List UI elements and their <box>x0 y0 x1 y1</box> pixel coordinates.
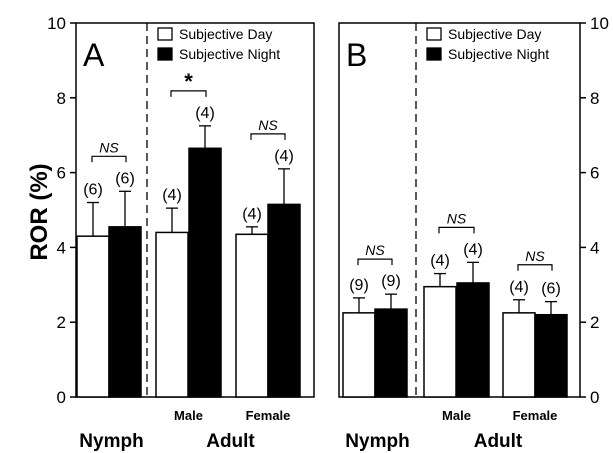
legend-night-swatch <box>426 47 442 61</box>
sample-size-label: (4) <box>463 241 483 258</box>
y-tick-label: 8 <box>590 89 599 108</box>
sample-size-label: (9) <box>349 277 369 294</box>
significance-bracket <box>357 258 393 266</box>
sample-size-label: (4) <box>274 148 294 165</box>
legend-night-label: Subjective Night <box>179 46 280 62</box>
bar-night <box>374 308 408 398</box>
legend-day-swatch <box>157 27 173 41</box>
y-tick-label: 2 <box>57 313 66 332</box>
bar-day <box>423 285 457 398</box>
sample-size-label: (6) <box>83 182 103 199</box>
significance-bracket <box>250 133 286 140</box>
sample-size-label: (4) <box>242 206 262 223</box>
y-tick-label: 4 <box>57 238 66 257</box>
y-tick-label: 0 <box>57 388 66 407</box>
y-tick-label: 6 <box>57 164 66 183</box>
panel-label: A <box>83 37 105 73</box>
panel-label: B <box>346 37 367 73</box>
y-tick-label: 4 <box>590 238 599 257</box>
significance-label: NS <box>258 117 278 133</box>
bar-night <box>188 147 222 398</box>
bar-day <box>502 312 536 398</box>
group-sublabel: Female <box>513 408 558 423</box>
sample-size-label: (9) <box>381 273 401 290</box>
significance-bracket <box>438 226 475 234</box>
bar-night <box>534 313 568 398</box>
significance-bracket <box>91 155 127 163</box>
group-sublabel: Female <box>246 408 291 423</box>
bar-day <box>342 312 376 398</box>
legend-night-swatch <box>157 47 173 61</box>
bar-day <box>76 235 110 398</box>
bar-day <box>235 233 269 398</box>
significance-label: NS <box>525 248 545 264</box>
significance-label: * <box>184 69 193 94</box>
significance-bracket <box>517 264 553 271</box>
significance-label: NS <box>365 242 385 258</box>
group-label-nymph: Nymph <box>79 431 143 452</box>
y-tick-label: 10 <box>590 14 609 33</box>
significance-label: NS <box>99 139 119 155</box>
sample-size-label: (6) <box>541 281 561 298</box>
group-label-adult: Adult <box>206 431 255 452</box>
significance-bracket <box>170 90 207 97</box>
group-label-nymph: Nymph <box>345 431 409 452</box>
bar-night <box>108 226 142 398</box>
significance-label: NS <box>447 210 467 226</box>
bar-day <box>155 231 189 398</box>
sample-size-label: (4) <box>162 187 182 204</box>
group-sublabel: Male <box>442 408 471 423</box>
sample-size-label: (4) <box>430 253 450 270</box>
y-tick-label: 2 <box>590 313 599 332</box>
group-label-adult: Adult <box>474 431 523 452</box>
y-tick-label: 10 <box>47 14 66 33</box>
sample-size-label: (4) <box>195 105 215 122</box>
sample-size-label: (4) <box>509 279 529 296</box>
bar-night <box>456 282 490 398</box>
legend-day-swatch <box>426 27 442 41</box>
group-sublabel: Male <box>174 408 203 423</box>
y-tick-label: 8 <box>57 89 66 108</box>
bar-night <box>267 203 301 398</box>
y-tick-label: 0 <box>590 388 599 407</box>
legend-night-label: Subjective Night <box>448 46 549 62</box>
y-tick-label: 6 <box>590 164 599 183</box>
legend-day-label: Subjective Day <box>179 26 272 42</box>
legend-day-label: Subjective Day <box>448 26 541 42</box>
y-axis-label: ROR (%) <box>26 163 53 260</box>
sample-size-label: (6) <box>115 170 135 187</box>
